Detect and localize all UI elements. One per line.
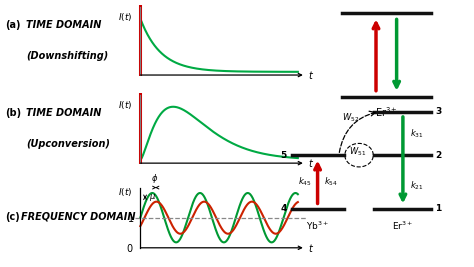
Text: $\mu$: $\mu$ [149,192,156,203]
Text: (c): (c) [5,212,19,222]
Text: $I(t)$: $I(t)$ [118,11,132,23]
Text: Yb$^{3+}$: Yb$^{3+}$ [306,220,329,232]
Text: $0$: $0$ [126,242,134,254]
Text: 4: 4 [281,204,287,213]
Text: Er$^{3+}$: Er$^{3+}$ [375,105,398,119]
Text: TIME DOMAIN: TIME DOMAIN [26,20,101,30]
Text: TIME DOMAIN: TIME DOMAIN [26,108,101,118]
Text: $I(t)$: $I(t)$ [118,99,132,111]
Text: FREQUENCY DOMAIN: FREQUENCY DOMAIN [21,212,136,222]
Text: $k_{31}$: $k_{31}$ [410,127,424,140]
Text: 1: 1 [435,204,441,213]
Text: (a): (a) [5,20,20,30]
Text: (b): (b) [5,108,21,118]
Text: $W_{52}$: $W_{52}$ [342,112,359,124]
Text: $k_{45}$: $k_{45}$ [298,176,311,188]
Text: 2: 2 [435,151,441,160]
Text: $t$: $t$ [309,157,314,169]
Text: (Downshifting): (Downshifting) [26,51,109,61]
Text: $1$: $1$ [127,212,134,224]
Text: $t$: $t$ [309,242,314,254]
Text: (Upconversion): (Upconversion) [26,139,110,150]
Text: $I(t)$: $I(t)$ [118,186,132,198]
Text: $k_{21}$: $k_{21}$ [410,179,424,192]
Text: Er$^{3+}$: Er$^{3+}$ [392,220,413,232]
Text: $W_{51}$: $W_{51}$ [349,146,366,158]
Text: 5: 5 [281,151,287,160]
Text: $k_{54}$: $k_{54}$ [324,176,337,188]
Text: $t$: $t$ [309,69,314,81]
Text: $\phi$: $\phi$ [151,172,158,186]
Text: 3: 3 [435,107,441,116]
